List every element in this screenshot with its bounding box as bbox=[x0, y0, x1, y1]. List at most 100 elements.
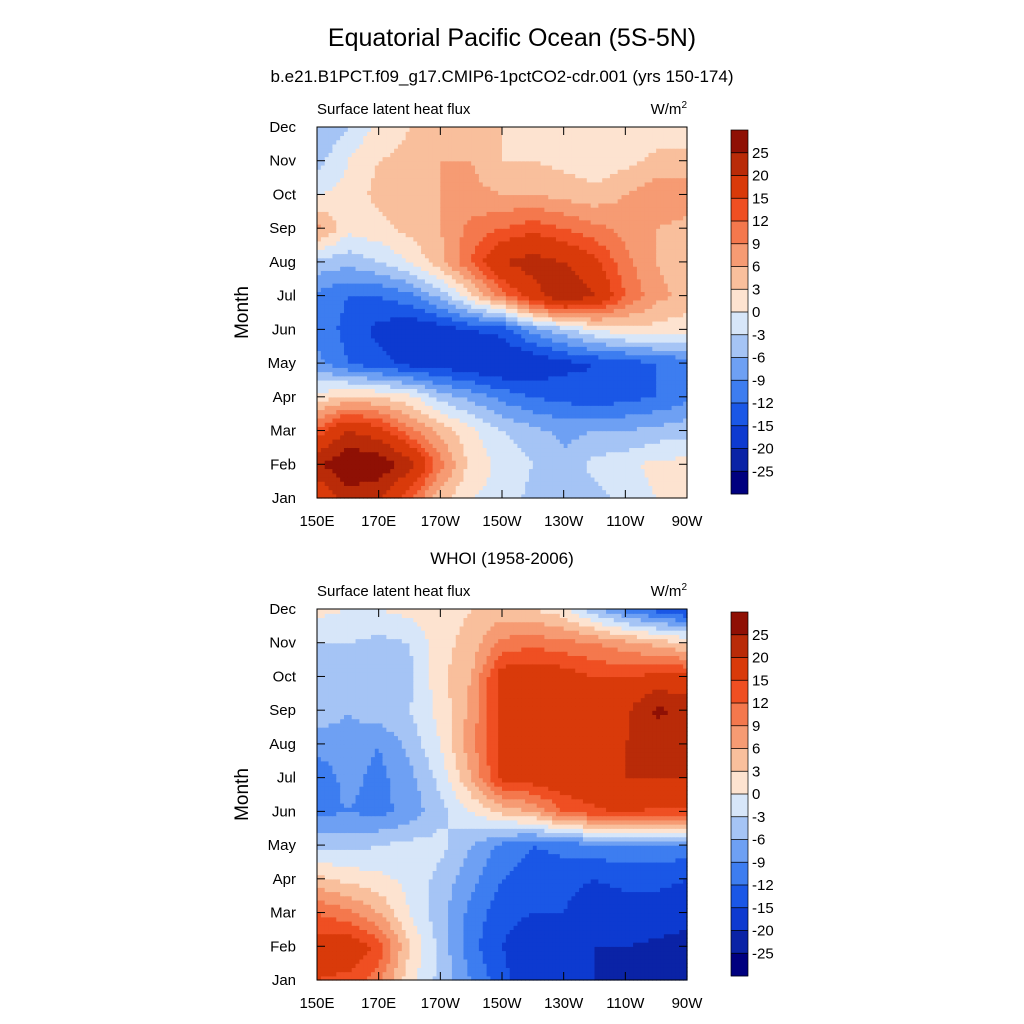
heatmap-cell bbox=[602, 435, 606, 440]
heatmap-cell bbox=[413, 414, 417, 419]
heatmap-cell bbox=[463, 355, 467, 360]
heatmap-cell bbox=[433, 266, 437, 271]
heatmap-cell bbox=[679, 355, 683, 360]
heatmap-cell bbox=[595, 325, 599, 330]
heatmap-cell bbox=[433, 485, 437, 490]
heatmap-cell bbox=[618, 300, 622, 305]
heatmap-cell bbox=[641, 409, 645, 414]
heatmap-cell bbox=[679, 443, 683, 448]
heatmap-cell bbox=[537, 418, 541, 423]
heatmap-cell bbox=[460, 363, 464, 368]
heatmap-cell bbox=[367, 372, 371, 377]
heatmap-cell bbox=[487, 350, 491, 355]
heatmap-cell bbox=[340, 422, 344, 427]
heatmap-cell bbox=[533, 452, 537, 457]
heatmap-cell bbox=[510, 359, 514, 364]
heatmap-cell bbox=[556, 321, 560, 326]
heatmap-cell bbox=[479, 414, 483, 419]
heatmap-cell bbox=[321, 317, 325, 322]
heatmap-cell bbox=[413, 266, 417, 271]
heatmap-cell bbox=[595, 393, 599, 398]
heatmap-cell bbox=[340, 380, 344, 385]
heatmap-cell bbox=[564, 342, 568, 347]
heatmap-cell bbox=[390, 426, 394, 431]
heatmap-cell bbox=[348, 422, 352, 427]
heatmap-cell bbox=[371, 325, 375, 330]
heatmap-cell bbox=[452, 397, 456, 402]
panel-title: b.e21.B1PCT.f09_g17.CMIP6-1pctCO2-cdr.00… bbox=[270, 67, 733, 86]
heatmap-cell bbox=[672, 393, 676, 398]
heatmap-cell bbox=[537, 325, 541, 330]
heatmap-cell bbox=[390, 464, 394, 469]
heatmap-cell bbox=[571, 350, 575, 355]
heatmap-cell bbox=[479, 456, 483, 461]
heatmap-cell bbox=[568, 401, 572, 406]
heatmap-cell bbox=[433, 317, 437, 322]
heatmap-cell bbox=[529, 329, 533, 334]
heatmap-cell bbox=[610, 414, 614, 419]
heatmap-cell bbox=[402, 355, 406, 360]
heatmap-cell bbox=[552, 372, 556, 377]
heatmap-cell bbox=[648, 435, 652, 440]
heatmap-cell bbox=[359, 401, 363, 406]
heatmap-cell bbox=[668, 409, 672, 414]
heatmap-cell bbox=[510, 481, 514, 486]
heatmap-cell bbox=[525, 384, 529, 389]
heatmap-cell bbox=[544, 346, 548, 351]
heatmap-cell bbox=[425, 380, 429, 385]
heatmap-cell bbox=[467, 270, 471, 275]
heatmap-cell bbox=[529, 414, 533, 419]
heatmap-cell bbox=[402, 270, 406, 275]
heatmap-cell bbox=[529, 384, 533, 389]
heatmap-cell bbox=[375, 485, 379, 490]
heatmap-cell bbox=[398, 313, 402, 318]
heatmap-cell bbox=[440, 464, 444, 469]
heatmap-cell bbox=[645, 435, 649, 440]
heatmap-cell bbox=[363, 456, 367, 461]
heatmap-cell bbox=[541, 359, 545, 364]
heatmap-cell bbox=[398, 481, 402, 486]
heatmap-cell bbox=[521, 350, 525, 355]
heatmap-cell bbox=[521, 468, 525, 473]
heatmap-cell bbox=[637, 384, 641, 389]
heatmap-cell bbox=[498, 452, 502, 457]
heatmap-cell bbox=[329, 456, 333, 461]
heatmap-cell bbox=[571, 388, 575, 393]
heatmap-cell bbox=[494, 346, 498, 351]
heatmap-cell bbox=[629, 372, 633, 377]
heatmap-cell bbox=[371, 464, 375, 469]
heatmap-cell bbox=[633, 325, 637, 330]
heatmap-cell bbox=[664, 452, 668, 457]
heatmap-cell bbox=[595, 363, 599, 368]
heatmap-cell bbox=[463, 431, 467, 436]
heatmap-cell bbox=[479, 300, 483, 305]
heatmap-cell bbox=[621, 414, 625, 419]
heatmap-cell bbox=[621, 397, 625, 402]
heatmap-cell bbox=[517, 456, 521, 461]
heatmap-cell bbox=[595, 359, 599, 364]
heatmap-cell bbox=[521, 447, 525, 452]
heatmap-cell bbox=[598, 464, 602, 469]
heatmap-cell bbox=[475, 338, 479, 343]
heatmap-cell bbox=[383, 426, 387, 431]
heatmap-cell bbox=[375, 447, 379, 452]
heatmap-cell bbox=[579, 376, 583, 381]
heatmap-cell bbox=[398, 401, 402, 406]
heatmap-cell bbox=[514, 485, 518, 490]
heatmap-cell bbox=[352, 452, 356, 457]
heatmap-cell bbox=[656, 355, 660, 360]
heatmap-cell bbox=[410, 321, 414, 326]
heatmap-cell bbox=[421, 447, 425, 452]
heatmap-cell bbox=[525, 388, 529, 393]
heatmap-cell bbox=[448, 325, 452, 330]
heatmap-cell bbox=[533, 397, 537, 402]
heatmap-cell bbox=[668, 376, 672, 381]
heatmap-cell bbox=[598, 435, 602, 440]
heatmap-cell bbox=[352, 426, 356, 431]
heatmap-cell bbox=[367, 304, 371, 309]
heatmap-cell bbox=[452, 477, 456, 482]
heatmap-cell bbox=[383, 304, 387, 309]
heatmap-cell bbox=[329, 304, 333, 309]
heatmap-cell bbox=[336, 481, 340, 486]
heatmap-cell bbox=[371, 439, 375, 444]
